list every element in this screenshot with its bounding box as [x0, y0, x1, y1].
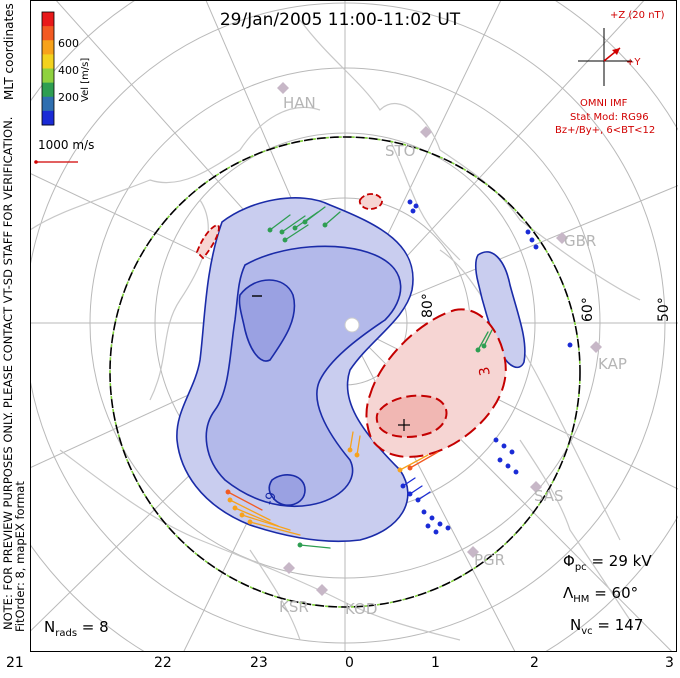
map-title: 29/Jan/2005 11:00-11:02 UT	[219, 10, 461, 30]
coordinate-system-label: MLT coordinates	[2, 3, 16, 100]
scale-vector-dot	[34, 160, 38, 164]
station-kod: KOD	[345, 600, 378, 618]
positive-cell	[195, 193, 507, 458]
n-vc-value: 147	[614, 616, 644, 634]
mlt-tick-21: 21	[6, 655, 24, 671]
coastlines	[30, 19, 641, 641]
n-rads-label: Nrads = 8	[44, 618, 109, 639]
negative-cell	[176, 197, 526, 543]
phi-pc-value: 29 kV	[608, 552, 652, 570]
station-kap: KAP	[598, 355, 627, 373]
mlt-tick-0: 0	[345, 655, 354, 671]
colorbar-segment	[42, 12, 54, 27]
geographic-pole-marker	[344, 317, 360, 333]
station-sas: SAS	[534, 487, 564, 505]
mlt-tick-22: 22	[154, 655, 172, 671]
station-pgr: PGR	[474, 551, 506, 569]
imf-y-label: +Y	[626, 57, 641, 68]
mlt-tick-2: 2	[530, 655, 539, 671]
latitude-label-50: 50°	[656, 297, 672, 322]
latitude-label-80: 80°	[420, 293, 436, 318]
colorbar-tick-400: 400	[58, 64, 79, 77]
plot-border	[30, 0, 677, 652]
imf-source-label: OMNI IMF	[580, 98, 628, 109]
scale-vector-label: 1000 m/s	[38, 138, 95, 152]
mlt-tick-3: 3	[665, 655, 674, 671]
lambda-hm-label: ΛHM = 60°	[563, 584, 639, 605]
velocity-vectors	[225, 199, 573, 549]
colorbar-segment	[42, 26, 54, 41]
imf-condition-label: Bz+/By+, 6<BT<12	[555, 125, 656, 136]
colorbar-segment	[42, 54, 54, 69]
colorbar-frame	[41, 11, 55, 126]
station-ksr: KSR	[279, 598, 309, 616]
heppner-maynard-boundary-green	[109, 136, 581, 608]
station-han: HAN	[283, 94, 316, 112]
fit-order-label: FitOrder: 8, mapEX format	[13, 481, 27, 632]
colorbar-tick-200: 200	[58, 91, 79, 104]
n-vc-label: Nvc = 147	[570, 616, 644, 637]
imf-clock	[578, 28, 632, 86]
velocity-colorbar	[42, 12, 54, 126]
n-rads-value: 8	[99, 618, 109, 636]
station-gbr: GBR	[564, 232, 597, 250]
latitude-label-60: 60°	[580, 297, 596, 322]
station-markers	[277, 82, 602, 596]
heppner-maynard-boundary	[109, 136, 581, 608]
colorbar-segment	[42, 110, 54, 126]
imf-model-label: Stat Mod: RG96	[570, 112, 649, 123]
colorbar-tick-600: 600	[58, 37, 79, 50]
lambda-hm-value: 60°	[611, 584, 639, 602]
station-sto: STO	[385, 142, 416, 160]
colorbar-segment	[42, 40, 54, 55]
colorbar-segment	[42, 82, 54, 98]
imf-z-label: +Z (20 nT)	[610, 10, 665, 21]
colorbar-segment	[42, 68, 54, 84]
phi-pc-label: Φpc = 29 kV	[563, 552, 652, 573]
mlt-tick-23: 23	[250, 655, 268, 671]
colorbar-segment	[42, 96, 54, 112]
colorbar-label: Vel [m/s]	[80, 57, 91, 102]
mlt-tick-1: 1	[431, 655, 440, 671]
